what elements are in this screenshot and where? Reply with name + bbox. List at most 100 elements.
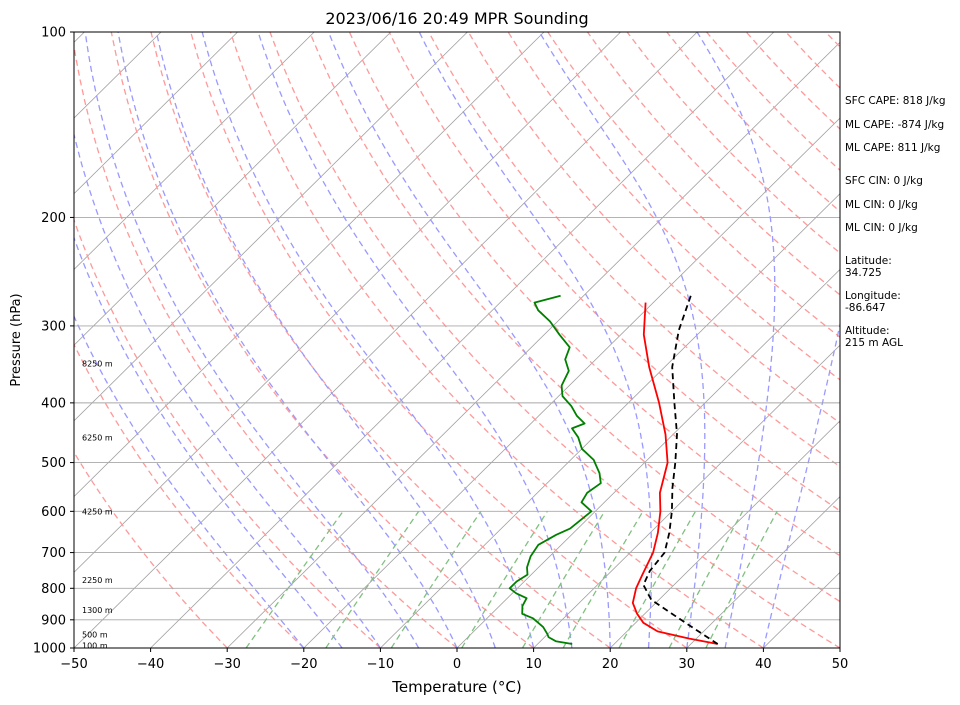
isotherm-line bbox=[303, 117, 840, 648]
moist-adiabat-line bbox=[74, 131, 381, 648]
parcel-line bbox=[642, 295, 719, 645]
y-tick-label: 300 bbox=[41, 319, 66, 334]
isotherm-line bbox=[74, 32, 621, 573]
moist-adiabat-line bbox=[155, 32, 496, 648]
dry-adiabat-line bbox=[110, 32, 534, 648]
x-tick-label: −50 bbox=[60, 657, 87, 672]
stat-line: 34.725 bbox=[845, 267, 882, 279]
stat-line: Longitude: bbox=[845, 290, 901, 302]
dry-adiabat-line bbox=[190, 32, 688, 648]
y-tick-label: 700 bbox=[41, 546, 66, 561]
y-tick-label: 1000 bbox=[33, 642, 66, 657]
x-tick-label: −10 bbox=[367, 657, 394, 672]
mixing-ratio-line bbox=[562, 510, 644, 648]
moist-adiabat-line bbox=[201, 32, 535, 648]
dry-adiabat-line bbox=[74, 42, 458, 648]
stat-line: -86.647 bbox=[845, 302, 886, 314]
height-labels: 100 m 500 m 1300 m 2250 m 4250 m 6250 m 8250 m bbox=[82, 359, 113, 650]
isotherm-line bbox=[74, 32, 238, 195]
dry-adiabat-line bbox=[269, 32, 840, 648]
isotherm-line bbox=[380, 193, 840, 648]
isotherm-line bbox=[0, 32, 8, 648]
x-tick-label: −30 bbox=[213, 657, 240, 672]
mixing-ratio-line bbox=[521, 510, 606, 648]
stat-line: ML CAPE: -874 J/kg bbox=[845, 119, 944, 131]
temperature-line bbox=[631, 302, 718, 645]
background-lines bbox=[0, 32, 840, 648]
x-tick-label: 20 bbox=[602, 657, 619, 672]
chart-title: 2023/06/16 20:49 MPR Sounding bbox=[325, 9, 588, 28]
x-tick-label: 40 bbox=[755, 657, 772, 672]
y-axis-label: Pressure (hPa) bbox=[9, 293, 24, 386]
y-tick-label: 200 bbox=[41, 211, 66, 226]
dry-adiabat-line bbox=[229, 32, 764, 648]
isotherm-line bbox=[74, 32, 468, 422]
isotherm-line bbox=[74, 32, 698, 648]
isotherm-line bbox=[686, 496, 840, 648]
stat-line: ML CIN: 0 J/kg bbox=[845, 199, 918, 211]
dry-adiabat-line bbox=[309, 32, 840, 603]
dry-adiabat-line bbox=[507, 32, 840, 381]
dry-adiabat-line bbox=[428, 32, 840, 468]
moist-adiabat-line bbox=[74, 235, 343, 648]
x-tick-label: 10 bbox=[525, 657, 542, 672]
stat-line: ML CIN: 0 J/kg bbox=[845, 222, 918, 234]
isotherm-line bbox=[74, 32, 315, 271]
y-tick-label: 900 bbox=[41, 613, 66, 628]
moist-adiabat-line bbox=[762, 321, 840, 648]
moist-adiabat-line bbox=[117, 32, 458, 648]
height-label: 8250 m bbox=[82, 359, 113, 368]
x-axis-label: Temperature (°C) bbox=[391, 678, 521, 696]
x-tick-label: −20 bbox=[290, 657, 317, 672]
height-label: 6250 m bbox=[82, 433, 113, 442]
dry-adiabat-line bbox=[74, 451, 228, 648]
moist-adiabat-line bbox=[538, 32, 706, 648]
dry-adiabat-line bbox=[348, 32, 840, 557]
stat-line: Altitude: bbox=[845, 325, 890, 337]
moist-adiabat-line bbox=[327, 32, 611, 648]
y-tick-label: 600 bbox=[41, 505, 66, 520]
y-tick-label: 400 bbox=[41, 396, 66, 411]
x-tick-label: 0 bbox=[453, 657, 461, 672]
dry-adiabat-line bbox=[150, 32, 611, 648]
isotherm-line bbox=[150, 32, 775, 648]
dewpoint-line bbox=[508, 294, 602, 645]
y-axis: 100 200 300 400 500 600 700 800 900 1000 bbox=[33, 26, 74, 657]
moist-adiabat-line bbox=[418, 32, 653, 648]
isotherm-line bbox=[533, 344, 840, 648]
mixing-ratio-line bbox=[245, 510, 344, 648]
dry-adiabat-line bbox=[467, 32, 840, 424]
moist-adiabat-line bbox=[84, 32, 420, 648]
stat-line: SFC CAPE: 818 J/kg bbox=[845, 95, 946, 107]
height-label: 4250 m bbox=[82, 507, 113, 516]
moist-adiabat-line bbox=[257, 32, 573, 648]
dry-adiabat-line bbox=[74, 342, 305, 648]
stat-line: 215 m AGL bbox=[845, 337, 903, 349]
height-label: 500 m bbox=[82, 630, 108, 639]
isotherm-line bbox=[456, 268, 840, 648]
series-layer bbox=[508, 294, 719, 645]
moist-adiabat-line bbox=[74, 314, 305, 648]
x-tick-label: −40 bbox=[137, 657, 164, 672]
stat-line: Latitude: bbox=[845, 255, 892, 267]
mixing-ratio-line bbox=[618, 510, 697, 648]
height-label: 100 m bbox=[82, 641, 108, 650]
stat-line: SFC CIN: 0 J/kg bbox=[845, 175, 923, 187]
isotherm-line bbox=[226, 41, 840, 648]
stats-panel: SFC CAPE: 818 J/kg ML CAPE: -874 J/kg ML C… bbox=[845, 95, 946, 349]
isotherm-line bbox=[74, 32, 545, 498]
isotherm-line bbox=[74, 32, 162, 119]
y-tick-label: 800 bbox=[41, 582, 66, 597]
y-tick-label: 500 bbox=[41, 456, 66, 471]
x-tick-label: 30 bbox=[679, 657, 696, 672]
stat-line: ML CAPE: 811 J/kg bbox=[845, 142, 940, 154]
moist-adiabat-line bbox=[696, 32, 776, 648]
mixing-ratio-line bbox=[705, 510, 778, 648]
height-label: 1300 m bbox=[82, 606, 113, 615]
isotherm-line bbox=[74, 32, 392, 346]
y-tick-label: 100 bbox=[41, 26, 66, 41]
isobar-grid bbox=[74, 32, 840, 648]
height-label: 2250 m bbox=[82, 576, 113, 585]
x-axis: −50 −40 −30 −20 −10 0 10 20 30 40 50 bbox=[60, 648, 848, 672]
